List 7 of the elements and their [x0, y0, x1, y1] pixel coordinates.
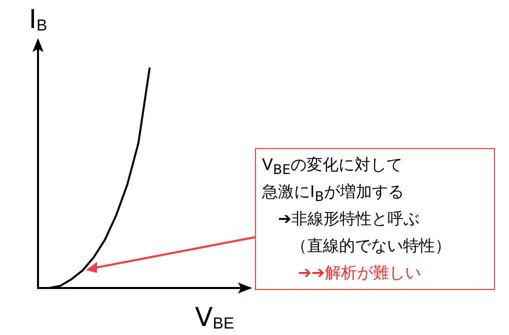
text: ➔➔解析が難しい: [298, 263, 421, 283]
text: 急激にI$_{B}$が増加する: [262, 182, 404, 208]
y-axis-title: IB: [28, 5, 48, 35]
text: ➔非線形特性と呼ぶ: [278, 209, 420, 229]
x-axis-title: VBE: [195, 303, 234, 333]
text: （直線的でない特性）: [291, 236, 451, 256]
text: V$_{BE}$の変化に対して: [262, 155, 403, 180]
